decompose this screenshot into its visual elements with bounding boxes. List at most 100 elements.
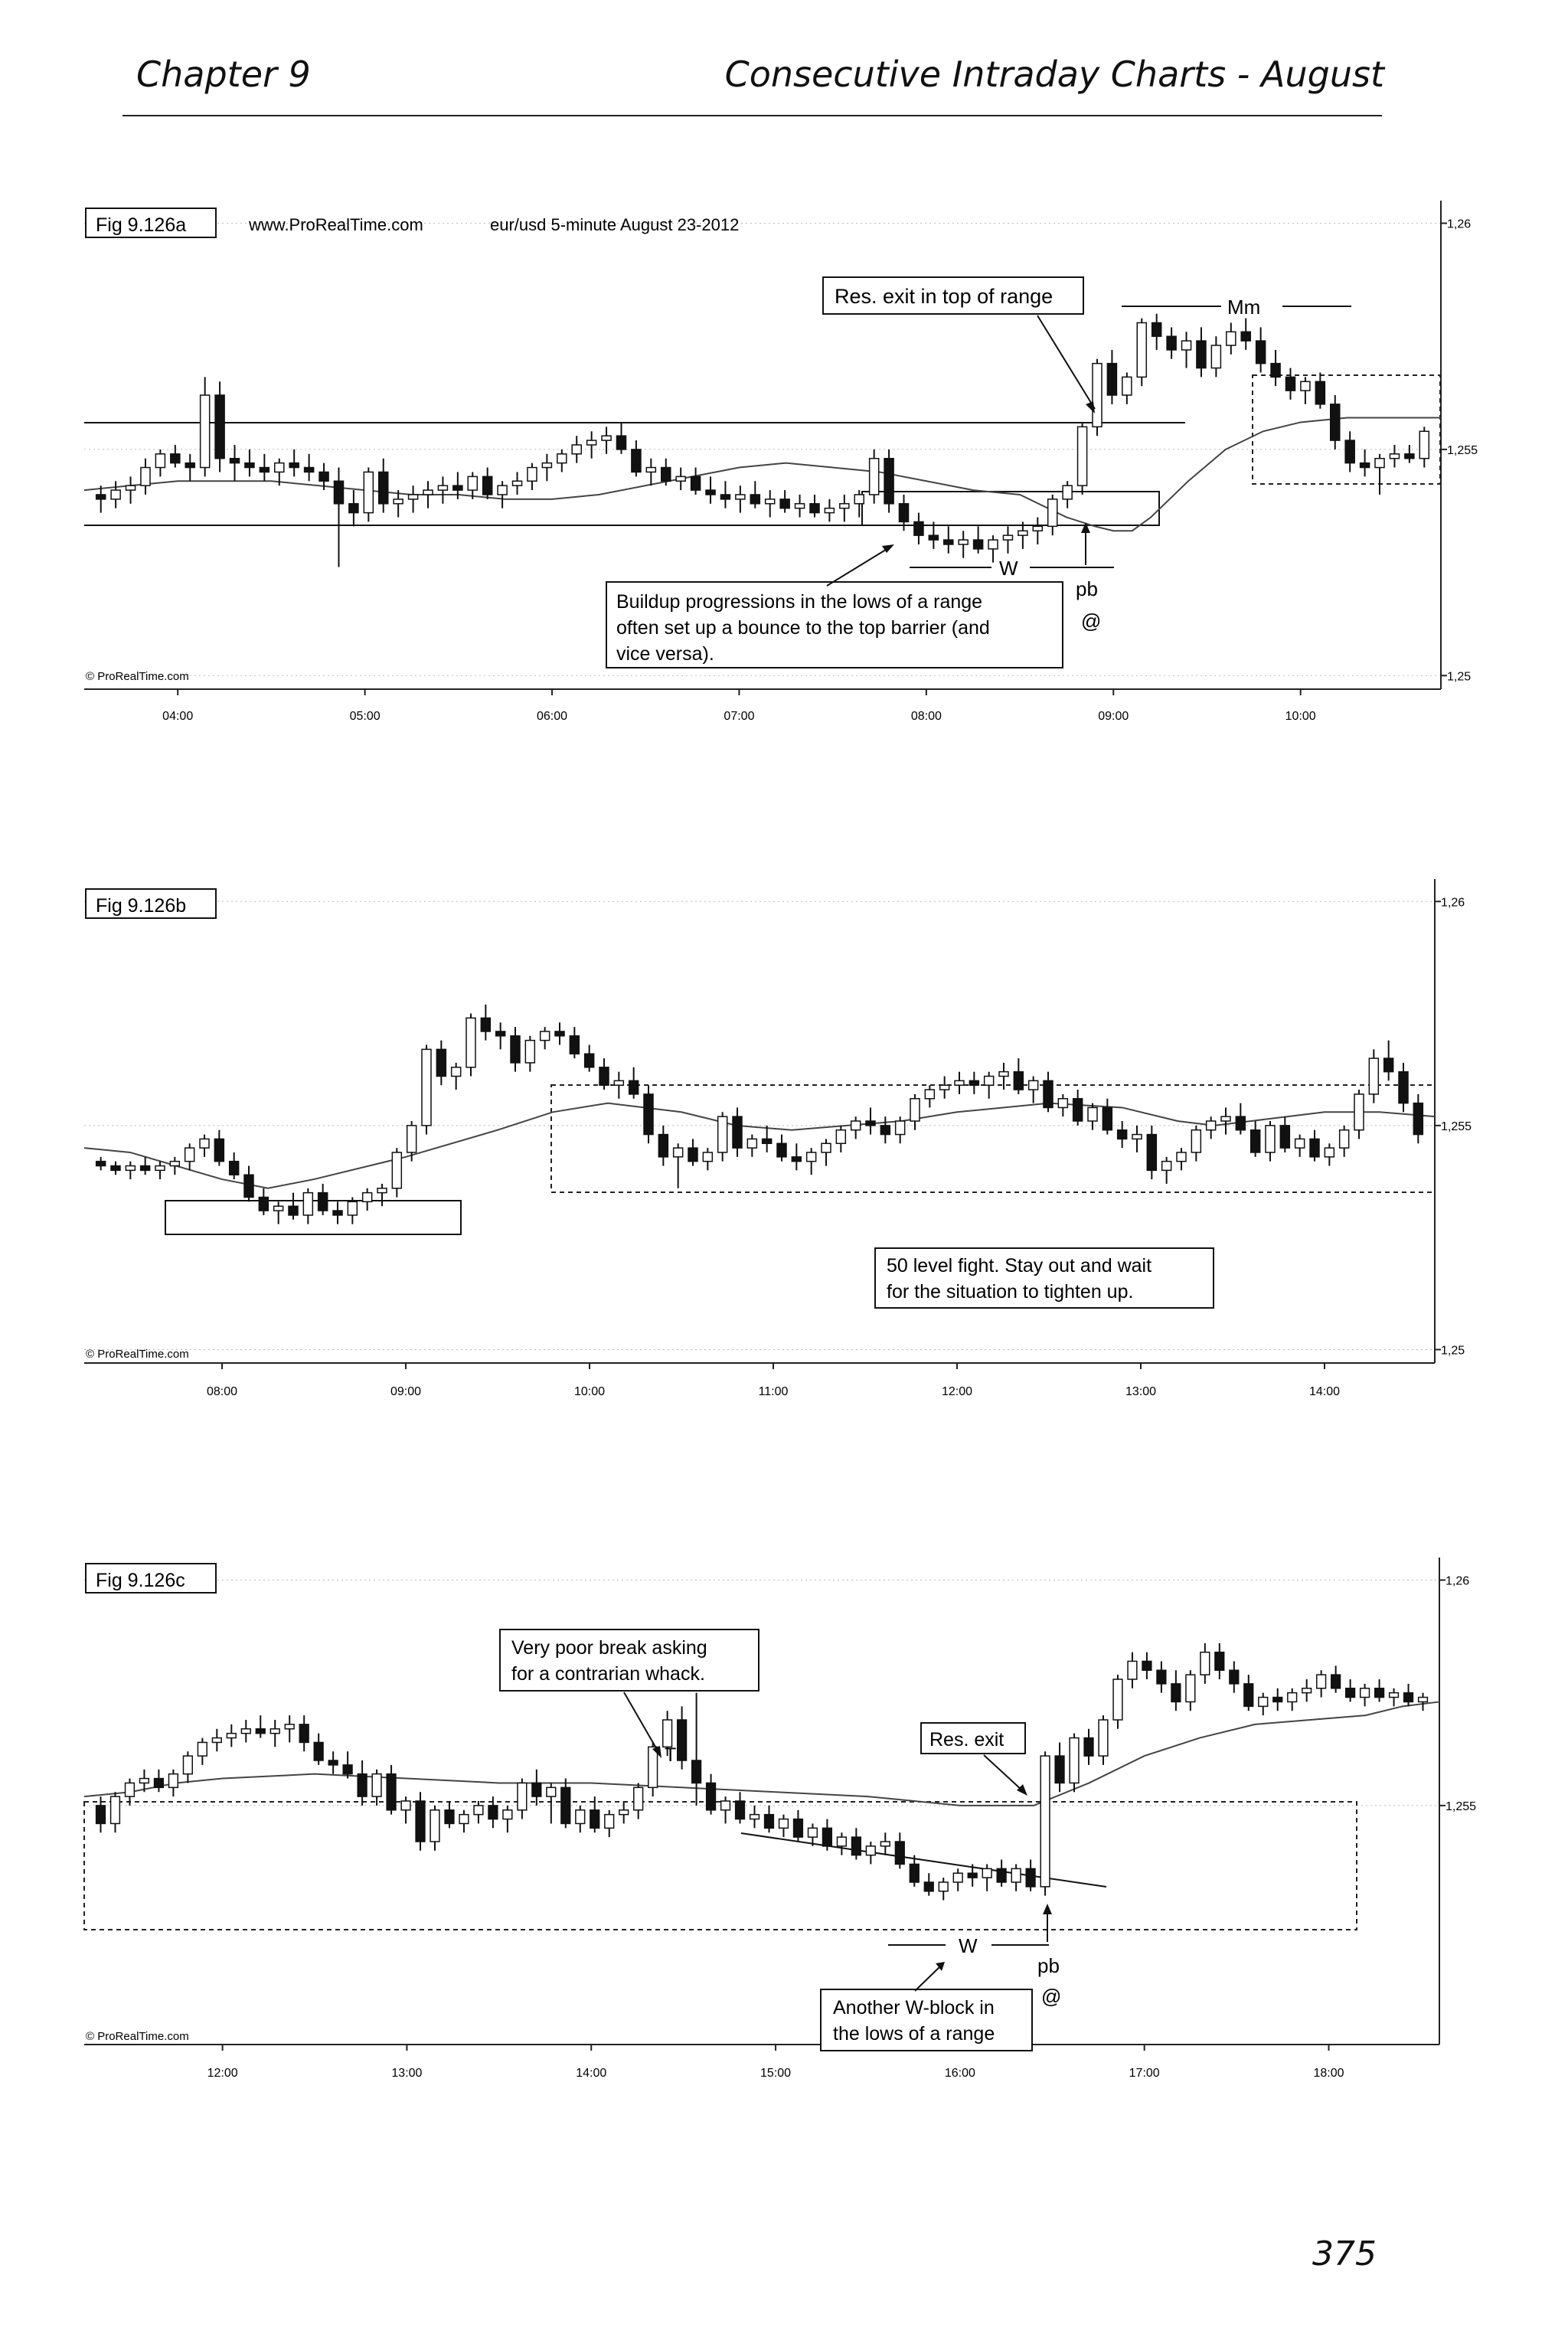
candle [415, 1792, 426, 1851]
candle-body-up [672, 1147, 684, 1158]
candle-body-up [502, 1809, 513, 1820]
candle-body-up [182, 1755, 193, 1775]
candle-body-down [865, 1120, 876, 1126]
candle-body-down [1309, 1138, 1320, 1158]
candle [1181, 332, 1192, 368]
candle [1235, 1103, 1246, 1135]
moving-average-line [83, 1102, 1436, 1189]
candle [495, 1022, 506, 1050]
candle [717, 1112, 728, 1162]
y-tick-label: 1,255 [1446, 1800, 1476, 1813]
x-tick-label: 14:00 [1309, 1385, 1340, 1398]
candle-body-up [1185, 1674, 1196, 1703]
candle [749, 1805, 760, 1829]
chart-c-res-exit-arrow [983, 1754, 1023, 1791]
candle-body-down [436, 1048, 447, 1077]
candle-body-down [928, 534, 939, 541]
candle-body-up [954, 1080, 965, 1086]
section-title: Consecutive Intraday Charts - August [724, 54, 1384, 95]
candle-body-down [444, 1809, 455, 1825]
candle [909, 1855, 920, 1887]
candle [778, 1814, 789, 1838]
candle [835, 1125, 847, 1152]
candle-body-up [1287, 1692, 1298, 1703]
candle [928, 521, 939, 549]
candle-body-up [1040, 1755, 1050, 1888]
candle-body-up [571, 444, 582, 455]
chart-a-axis-ticks: 1,26 1,255 1,25 04:00 05:00 06:00 07:00 08:00 09… [162, 218, 1478, 723]
candle [258, 1188, 270, 1215]
candle [732, 1107, 743, 1157]
candle [807, 1823, 818, 1846]
candle-body-up [998, 1071, 1009, 1077]
chart-b-note-box [874, 1247, 1214, 1309]
candle-body-up [619, 1809, 629, 1816]
candle [1062, 481, 1073, 508]
chart-a-fig-box [85, 208, 217, 238]
candle [153, 1769, 165, 1793]
candle [998, 1062, 1009, 1090]
chart-a-moving-average [83, 417, 1441, 532]
y-tick-label: 1,255 [1447, 444, 1478, 457]
candle [1102, 1098, 1113, 1135]
candle-body-up [1368, 1057, 1380, 1095]
candle-body-down [1151, 322, 1162, 337]
candle-body-down [1279, 1125, 1291, 1149]
candle [430, 1805, 440, 1851]
candle [880, 1116, 891, 1144]
candle [983, 1071, 995, 1099]
chart-b-gridlines [84, 901, 1435, 1350]
candle-body-up [821, 1142, 831, 1153]
candle-body-up [124, 1782, 136, 1797]
candle-body-down [1270, 362, 1281, 378]
candle [199, 377, 211, 477]
candle-body-up [1294, 1138, 1305, 1149]
candle [452, 472, 463, 499]
candle-body-down [153, 1777, 165, 1789]
candle-body-up [466, 1017, 476, 1068]
x-tick-label: 15:00 [760, 2067, 791, 2080]
chart-b-candles [95, 1004, 1424, 1224]
chart-b-fig-box [85, 888, 217, 919]
candle [943, 526, 954, 554]
candle [1047, 494, 1058, 536]
candle [539, 1027, 550, 1050]
candle-body-up [1200, 1651, 1210, 1675]
candle [1331, 1665, 1341, 1693]
x-tick-label: 13:00 [1125, 1385, 1156, 1398]
candle-body-up [938, 1881, 949, 1892]
candle-body-down [95, 494, 106, 500]
candle-body-down [1344, 440, 1355, 464]
candle-body-down [452, 485, 463, 491]
candle-body-down [967, 1872, 978, 1878]
candle-body-up [273, 1205, 284, 1211]
candle [662, 1711, 673, 1757]
candle-body-down [1146, 1133, 1158, 1172]
candle-body-up [511, 480, 523, 486]
candle [214, 381, 225, 472]
candle [1087, 1103, 1098, 1130]
candle [676, 1706, 688, 1770]
candle-body-up [139, 1777, 150, 1784]
candle-body-down [377, 471, 389, 505]
candle [289, 449, 299, 477]
candle-body-up [302, 1191, 314, 1216]
candle-body-up [140, 466, 151, 486]
x-tick-label: 10:00 [574, 1385, 605, 1398]
candle [1419, 427, 1430, 468]
candle-body-up [675, 476, 686, 482]
x-tick-label: 12:00 [207, 2067, 238, 2080]
candle [898, 494, 910, 531]
candle [386, 1764, 397, 1815]
candle-body-up [910, 1097, 920, 1122]
candle [524, 1035, 536, 1072]
candle-body-down [288, 1205, 299, 1216]
candle [1132, 1125, 1142, 1152]
chart-a-source: www.ProRealTime.com [248, 215, 423, 234]
candle [393, 490, 403, 518]
candle-body-down [1102, 1106, 1113, 1131]
candle [1220, 1107, 1231, 1135]
candle [821, 1139, 831, 1166]
candle [502, 1805, 513, 1833]
candle [1083, 1728, 1094, 1765]
